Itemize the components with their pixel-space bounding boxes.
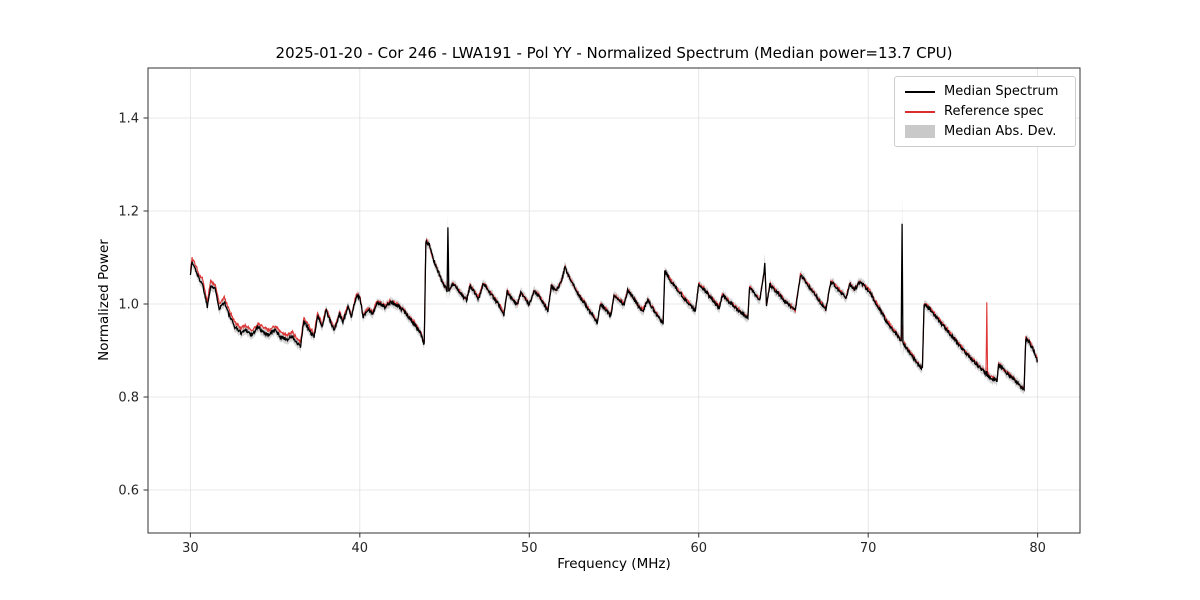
- chart-title: 2025-01-20 - Cor 246 - LWA191 - Pol YY -…: [275, 44, 953, 62]
- legend-label-median: Median Spectrum: [944, 84, 1059, 99]
- legend-label-reference: Reference spec: [944, 104, 1044, 119]
- y-tick-label: 0.8: [118, 390, 139, 405]
- x-axis-label: Frequency (MHz): [557, 556, 671, 572]
- mad-band-swatch: [905, 125, 935, 138]
- y-axis-label: Normalized Power: [96, 239, 112, 361]
- axis-ticks: 30 40 50 60 70 80 0.6 0.8 1.0 1.2 1.4: [118, 111, 1046, 556]
- x-tick-label: 30: [182, 541, 199, 556]
- legend-entry-median: Median Spectrum: [905, 84, 1065, 99]
- x-tick-label: 40: [352, 541, 369, 556]
- legend-entry-reference: Reference spec: [905, 104, 1065, 119]
- x-tick-label: 70: [860, 541, 877, 556]
- median-line-swatch: [905, 90, 935, 93]
- y-tick-label: 1.4: [118, 111, 139, 126]
- x-tick-label: 80: [1029, 541, 1046, 556]
- legend-label-mad: Median Abs. Dev.: [944, 124, 1057, 139]
- legend: Median Spectrum Reference spec Median Ab…: [894, 76, 1076, 147]
- reference-line-swatch: [905, 110, 935, 113]
- axes-frame: [147, 67, 1081, 534]
- legend-entry-mad: Median Abs. Dev.: [905, 124, 1065, 139]
- y-tick-label: 1.0: [118, 297, 139, 312]
- plot-area: [189, 195, 1039, 395]
- x-tick-label: 60: [690, 541, 707, 556]
- y-tick-label: 0.6: [118, 483, 139, 498]
- y-tick-label: 1.2: [118, 204, 139, 219]
- reference-line: [189, 237, 1039, 390]
- median-line: [189, 223, 1038, 392]
- x-tick-label: 50: [521, 541, 538, 556]
